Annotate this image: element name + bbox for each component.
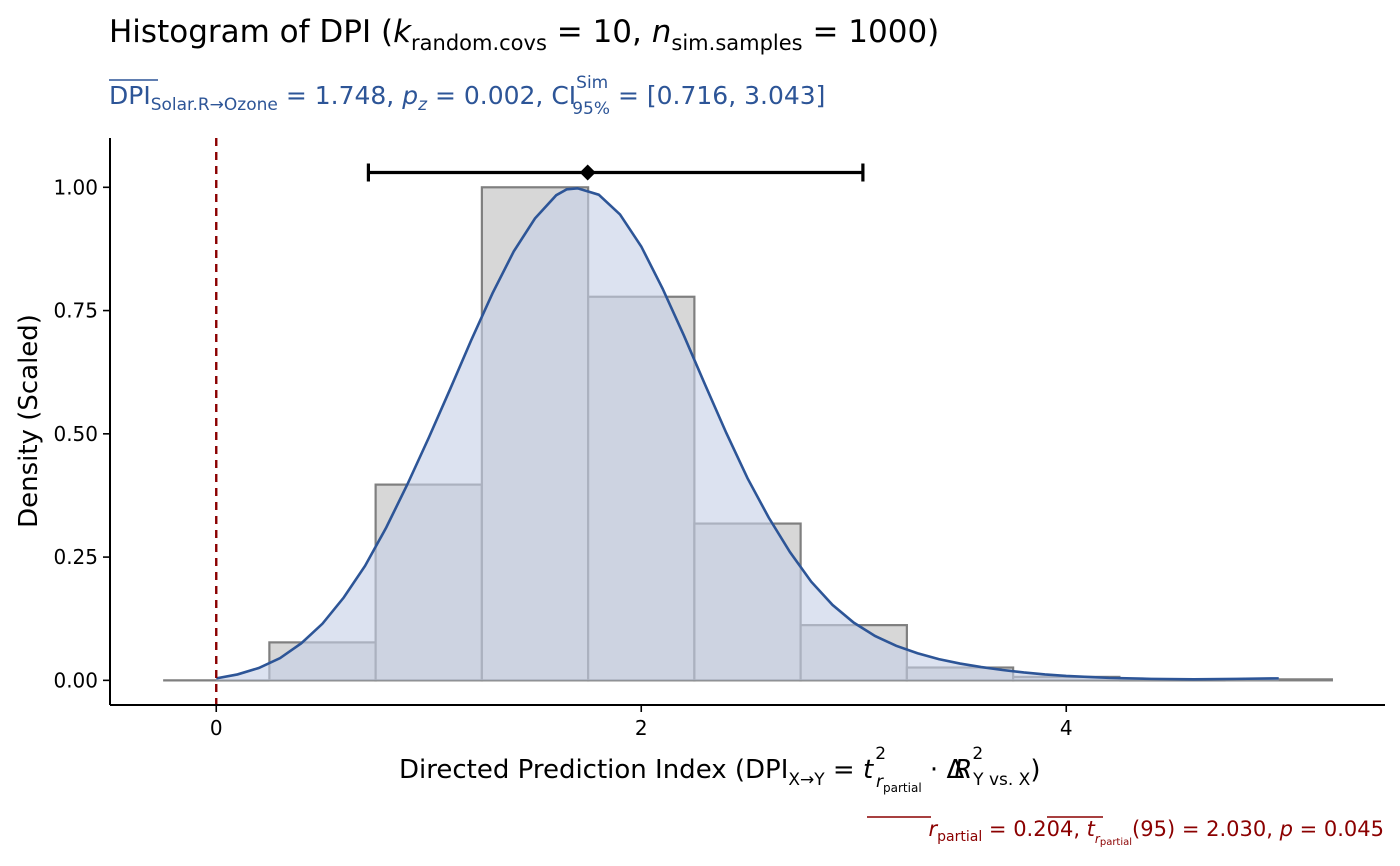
- chart-title: Histogram of DPI (krandom.covs = 10, nsi…: [109, 14, 939, 55]
- density-line: [216, 186, 1279, 681]
- axes-group: 0.00 0.25 0.50 0.75 1.00 0 2 4: [53, 138, 1385, 740]
- y-tick-label-4: 1.00: [53, 175, 98, 199]
- x-tick-label-2: 4: [1060, 716, 1073, 740]
- y-axis-label: Density (Scaled): [14, 314, 44, 528]
- y-tick-label-0: 0.00: [53, 668, 98, 692]
- x-tick-label-0: 0: [210, 716, 223, 740]
- ci-mean-point: [579, 164, 596, 181]
- x-axis-label: Directed Prediction Index (DPIX→Y = t2 rp…: [399, 744, 1041, 795]
- y-tick-label-3: 0.75: [53, 299, 98, 323]
- density-curve-group: [216, 186, 1279, 681]
- y-tick-label-2: 0.50: [53, 422, 98, 446]
- x-tick-label-1: 2: [635, 716, 648, 740]
- ci-errorbar-group: [366, 163, 865, 182]
- chart-caption: rpartial = 0.204, trpartial(95) = 2.030,…: [929, 817, 1384, 848]
- density-area: [216, 188, 1279, 681]
- chart-subtitle: DPISolar.R→Ozone = 1.748, pz = 0.002, CI…: [109, 73, 825, 119]
- y-tick-label-1: 0.25: [53, 545, 98, 569]
